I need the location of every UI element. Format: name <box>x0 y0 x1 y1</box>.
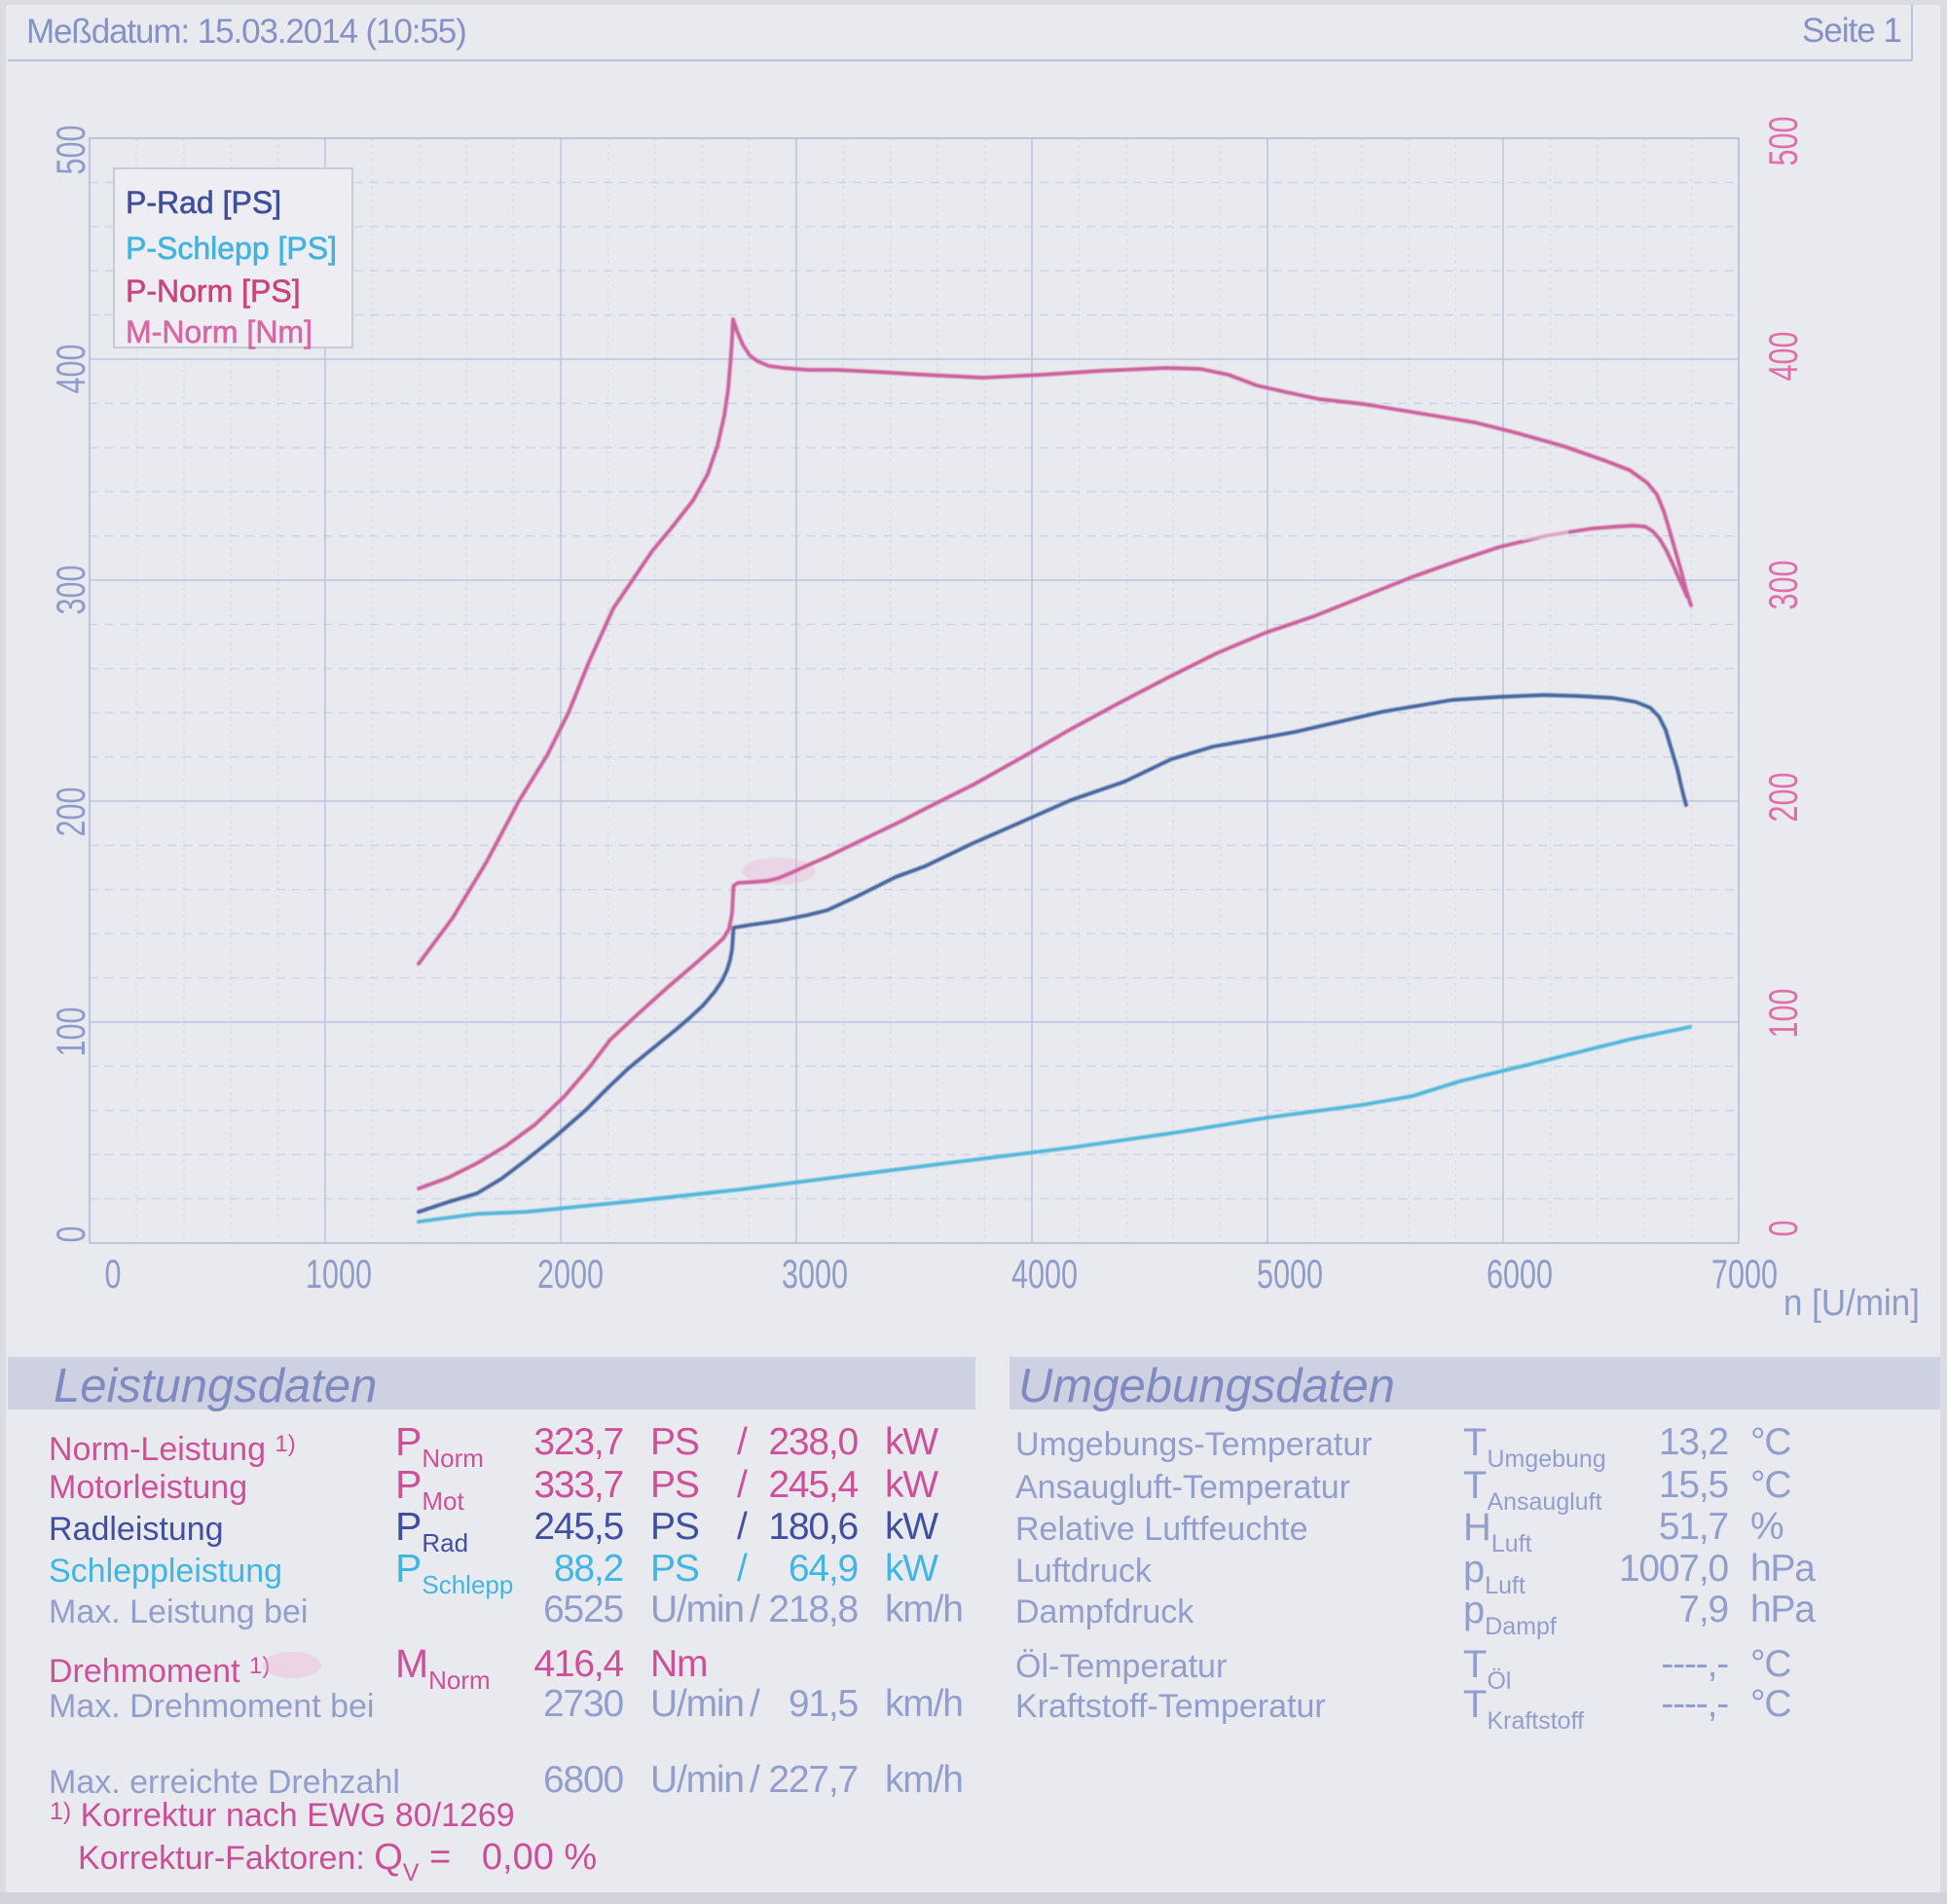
svg-text:4000: 4000 <box>1011 1251 1078 1297</box>
svg-text:0: 0 <box>48 1227 93 1243</box>
svg-text:1000: 1000 <box>306 1251 372 1297</box>
svg-text:n [U/min]: n [U/min] <box>1783 1283 1920 1324</box>
svg-text:200: 200 <box>48 787 93 837</box>
svg-text:300: 300 <box>48 566 93 615</box>
svg-text:6000: 6000 <box>1487 1251 1553 1297</box>
svg-text:400: 400 <box>1760 332 1806 382</box>
svg-text:2000: 2000 <box>537 1251 604 1297</box>
svg-text:7000: 7000 <box>1711 1251 1778 1297</box>
svg-text:500: 500 <box>1760 117 1806 166</box>
svg-text:5000: 5000 <box>1257 1251 1323 1297</box>
svg-text:300: 300 <box>1760 561 1806 610</box>
svg-text:500: 500 <box>48 126 93 175</box>
svg-text:0: 0 <box>105 1251 122 1297</box>
svg-text:100: 100 <box>48 1007 93 1057</box>
svg-text:100: 100 <box>1760 989 1806 1039</box>
svg-text:400: 400 <box>48 345 93 394</box>
svg-text:3000: 3000 <box>782 1251 848 1297</box>
svg-text:200: 200 <box>1760 773 1806 823</box>
svg-text:0: 0 <box>1760 1221 1806 1237</box>
